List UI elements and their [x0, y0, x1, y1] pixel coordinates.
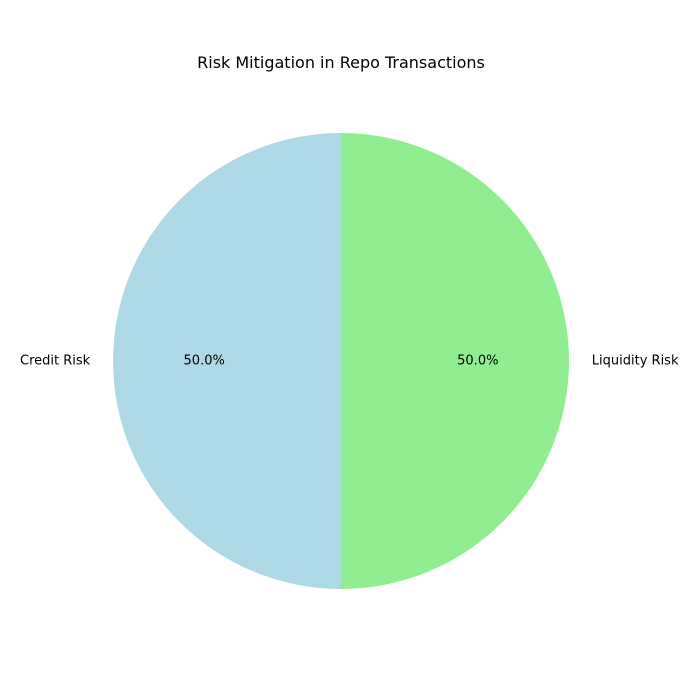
percent-label-liquidity-risk: 50.0%: [457, 354, 498, 369]
pie-labels: Credit Risk 50.0% Liquidity Risk 50.0%: [20, 354, 679, 369]
pie-slice-liquidity-risk: [341, 133, 569, 589]
pie-slice-credit-risk: [113, 133, 341, 589]
slice-label-credit-risk: Credit Risk: [20, 354, 91, 369]
pie-slices: [113, 133, 569, 589]
chart-title: Risk Mitigation in Repo Transactions: [197, 53, 485, 72]
percent-label-credit-risk: 50.0%: [184, 354, 225, 369]
slice-label-liquidity-risk: Liquidity Risk: [592, 354, 679, 369]
